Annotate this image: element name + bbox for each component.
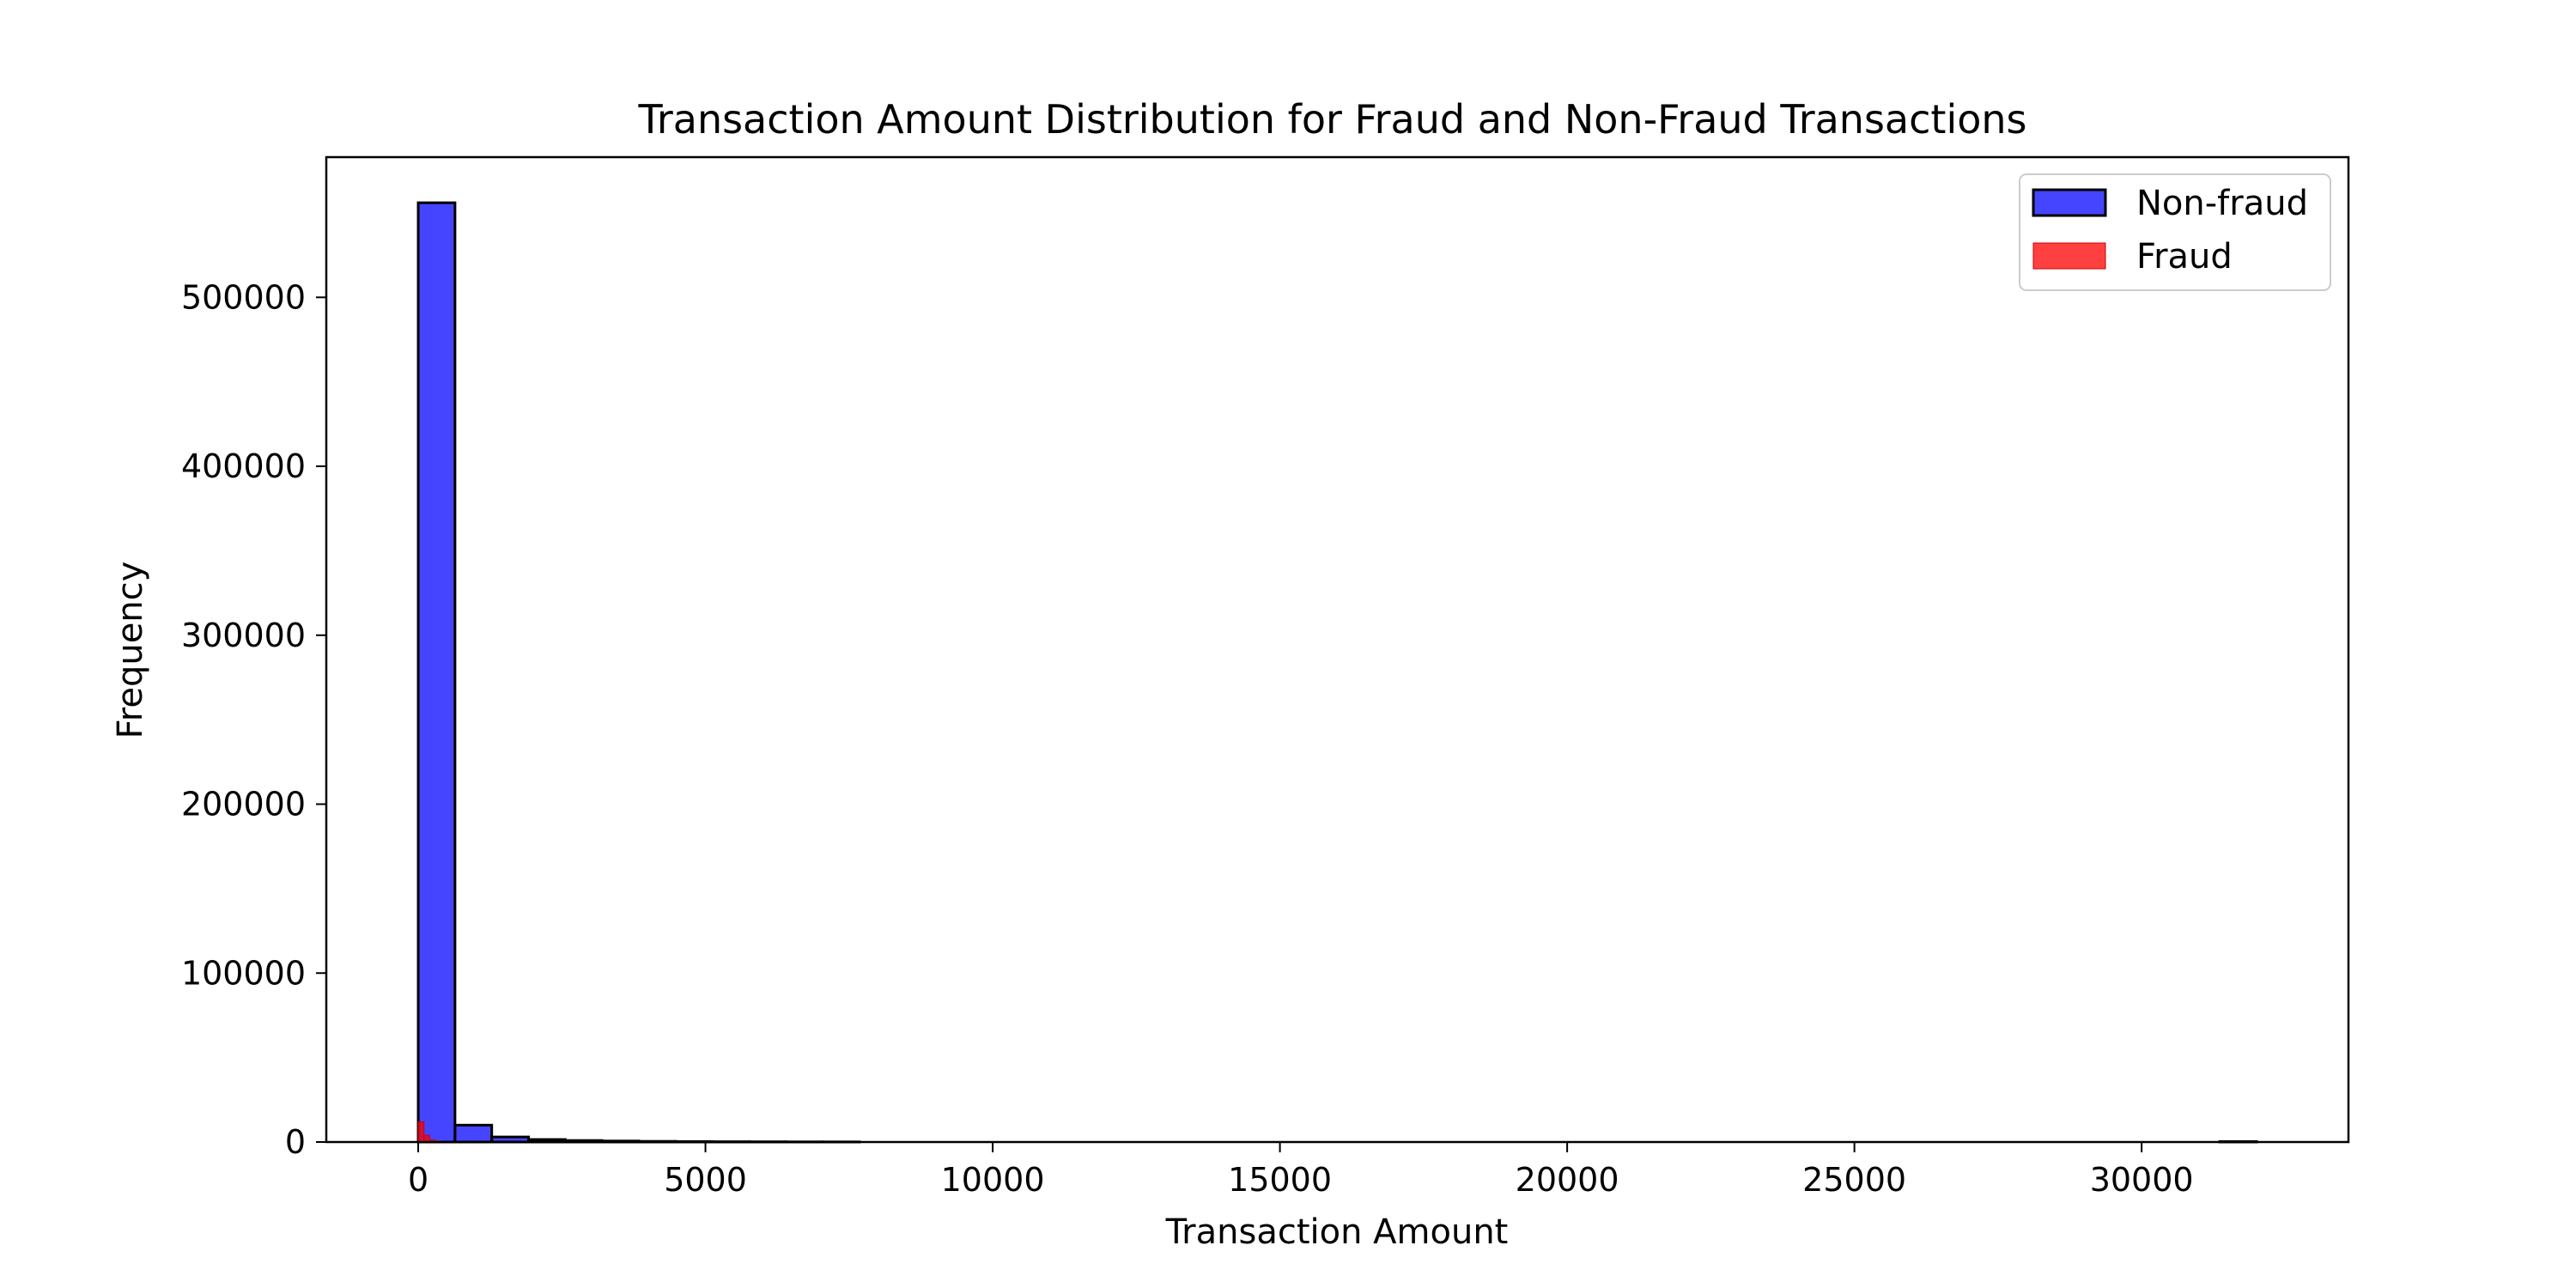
y-tick-label: 300000	[181, 617, 306, 654]
y-tick-label: 200000	[181, 786, 306, 823]
legend-swatch-fraud	[2032, 242, 2106, 270]
x-tick-label: 25000	[1802, 1161, 1906, 1199]
x-tick-label: 5000	[664, 1161, 747, 1199]
legend-swatch-non-fraud	[2032, 188, 2107, 217]
legend: Non-fraud Fraud	[2019, 173, 2331, 291]
legend-label-non-fraud: Non-fraud	[2136, 184, 2308, 223]
x-tick-label: 30000	[2090, 1161, 2194, 1199]
y-tick-label: 500000	[181, 278, 306, 316]
y-tick-label: 0	[285, 1123, 306, 1161]
x-tick-label: 20000	[1516, 1161, 1619, 1199]
ticks-layer: 0 5000 10000 15000 20000 25000 300000100000200…	[181, 278, 2194, 1199]
bar-fraud	[417, 1121, 425, 1143]
x-axis-label: Transaction Amount	[1165, 1212, 1509, 1252]
y-tick-label: 400000	[181, 447, 306, 485]
plot-frame	[325, 155, 2350, 1144]
bar-non-fraud	[416, 201, 457, 1144]
x-tick-label: 0	[408, 1161, 428, 1199]
bar-non-fraud	[453, 1123, 494, 1144]
y-tick-label: 100000	[181, 954, 306, 992]
x-tick-label: 15000	[1228, 1161, 1332, 1199]
chart-title: Transaction Amount Distribution for Frau…	[638, 96, 2027, 143]
y-axis-label: Frequency	[111, 562, 150, 739]
x-tick-label: 10000	[941, 1161, 1045, 1199]
legend-label-fraud: Fraud	[2136, 237, 2233, 276]
